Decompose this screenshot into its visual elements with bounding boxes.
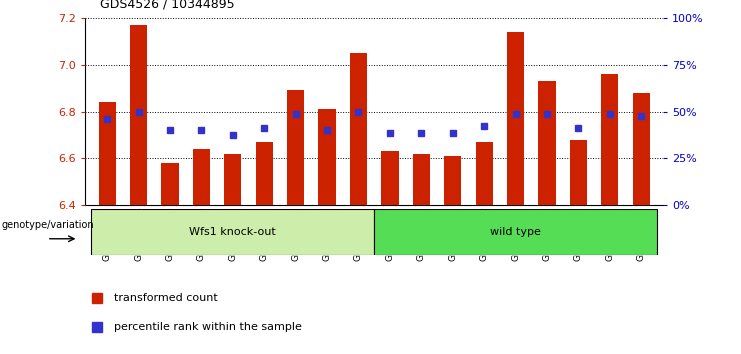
Text: GDS4526 / 10344895: GDS4526 / 10344895: [100, 0, 235, 11]
Bar: [444, 156, 462, 205]
Bar: [350, 53, 367, 205]
Bar: [570, 140, 587, 205]
Bar: [382, 152, 399, 205]
Bar: [130, 25, 147, 205]
Bar: [601, 74, 619, 205]
Bar: [225, 154, 242, 205]
Bar: [99, 102, 116, 205]
Bar: [162, 163, 179, 205]
Bar: [374, 209, 657, 255]
Bar: [193, 149, 210, 205]
Bar: [538, 81, 556, 205]
Bar: [287, 90, 305, 205]
Text: percentile rank within the sample: percentile rank within the sample: [114, 322, 302, 332]
Bar: [633, 93, 650, 205]
Bar: [507, 32, 524, 205]
Text: transformed count: transformed count: [114, 293, 218, 303]
Text: wild type: wild type: [490, 227, 541, 237]
Bar: [476, 142, 493, 205]
Bar: [319, 109, 336, 205]
Text: genotype/variation: genotype/variation: [1, 220, 94, 230]
Bar: [413, 154, 430, 205]
Bar: [256, 142, 273, 205]
Bar: [91, 209, 374, 255]
Text: Wfs1 knock-out: Wfs1 knock-out: [190, 227, 276, 237]
